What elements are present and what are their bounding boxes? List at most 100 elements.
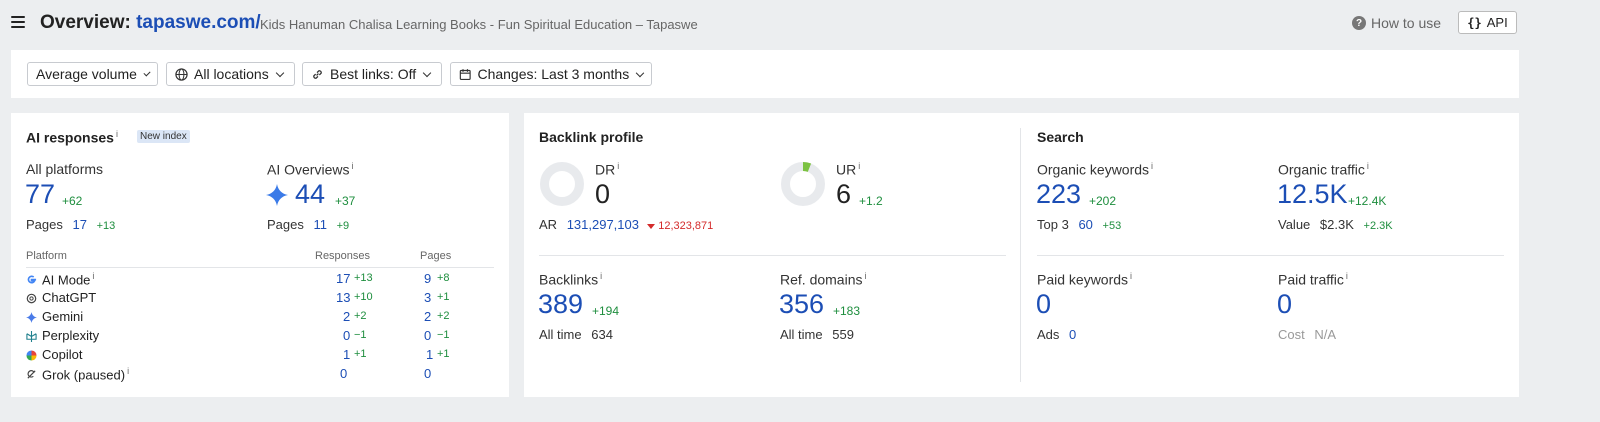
responses-value[interactable]: 13: [336, 290, 351, 305]
info-icon[interactable]: i: [1130, 271, 1133, 281]
menu-icon[interactable]: [11, 16, 25, 28]
paid-traffic-label: Paid traffic i: [1278, 271, 1348, 288]
table-row: ChatGPT 13 +10 3 +1: [26, 290, 494, 309]
pages-label: Pages: [267, 217, 304, 232]
ai-overviews-label-text: AI Overviews: [267, 161, 350, 178]
responses-value[interactable]: 2: [343, 309, 351, 324]
table-row: Grok (paused) i 0 0: [26, 366, 494, 385]
paid-traffic-value[interactable]: 0: [1277, 289, 1293, 319]
table-row: Copilot 1 +1 1 +1: [26, 347, 494, 366]
organic-keywords-value[interactable]: 223: [1036, 179, 1082, 209]
braces-icon: {}: [1467, 15, 1482, 30]
info-icon[interactable]: i: [1366, 161, 1369, 171]
ur-ring: [781, 162, 825, 206]
backlinks-delta: +194: [592, 304, 620, 318]
responses-value[interactable]: 1: [343, 347, 351, 362]
organic-keywords-delta: +202: [1089, 194, 1117, 208]
volume-dropdown[interactable]: Average volume: [27, 62, 158, 86]
link-icon: [313, 69, 322, 79]
pages-value[interactable]: 0: [424, 366, 432, 381]
calendar-icon: [459, 68, 471, 80]
all-platforms-pages: Pages 17 +13: [26, 217, 115, 232]
organic-traffic-value[interactable]: 12.5K: [1277, 179, 1348, 209]
all-platforms-value[interactable]: 77: [25, 179, 56, 209]
responses-delta: +1: [354, 348, 367, 360]
gemini-icon: [26, 312, 37, 323]
pages-value[interactable]: 11: [313, 217, 328, 232]
table-row: AI Mode i 17 +13 9 +8: [26, 271, 494, 290]
info-icon[interactable]: i: [864, 271, 867, 281]
chevron-down-icon: [143, 68, 151, 77]
chevron-down-icon: [422, 68, 432, 77]
all-time-value: 634: [591, 327, 613, 342]
ads-label: Ads: [1037, 327, 1060, 342]
grok-icon: [27, 370, 36, 379]
top3-value[interactable]: 60: [1078, 217, 1093, 232]
platform-name: Grok (paused) i: [42, 366, 129, 382]
ur-value: 6: [836, 179, 852, 209]
ai-overviews-pages: Pages 11 +9: [267, 217, 349, 232]
info-icon[interactable]: i: [1345, 271, 1348, 281]
chevron-down-icon: [275, 68, 284, 77]
responses-value[interactable]: 17: [336, 271, 351, 286]
platform-header: Platform: [26, 250, 67, 262]
how-to-use-link[interactable]: ? How to use: [1352, 15, 1441, 31]
ai-responses-title-text: AI responses: [26, 129, 114, 146]
ref-domains-label-text: Ref. domains: [780, 271, 863, 288]
info-icon[interactable]: i: [115, 129, 118, 139]
pages-value[interactable]: 1: [426, 347, 434, 362]
paid-keywords-value[interactable]: 0: [1036, 289, 1052, 319]
dr-value: 0: [595, 179, 611, 209]
pages-value[interactable]: 2: [424, 309, 432, 324]
platform-name: Perplexity: [42, 328, 100, 343]
responses-value[interactable]: 0: [340, 366, 348, 381]
backlinks-label-text: Backlinks: [539, 271, 599, 288]
pages-delta: +13: [96, 220, 116, 232]
best-links-dropdown[interactable]: Best links: Off: [302, 62, 442, 86]
locations-label: All locations: [194, 66, 269, 82]
cost-label: Cost: [1278, 327, 1305, 342]
ai-overviews-value[interactable]: 44: [295, 179, 326, 209]
all-time-value: 559: [832, 327, 854, 342]
changes-dropdown[interactable]: Changes: Last 3 months: [450, 62, 652, 86]
ar-value[interactable]: 131,297,103: [566, 217, 639, 232]
info-icon[interactable]: i: [600, 271, 603, 281]
pages-value[interactable]: 3: [424, 290, 432, 305]
domain-link[interactable]: tapaswe.com/: [136, 12, 261, 33]
responses-value[interactable]: 0: [343, 328, 351, 343]
pages-value[interactable]: 9: [424, 271, 432, 286]
top3-delta: +53: [1102, 220, 1122, 232]
volume-label: Average volume: [36, 66, 137, 82]
chevron-down-icon: [635, 68, 645, 77]
locations-dropdown[interactable]: All locations: [166, 62, 295, 86]
pages-value[interactable]: 0: [424, 328, 432, 343]
responses-header[interactable]: Responses: [315, 250, 371, 262]
ur-delta: +1.2: [859, 194, 883, 208]
ads-value[interactable]: 0: [1069, 327, 1077, 342]
info-icon[interactable]: i: [92, 271, 95, 281]
table-row: Perplexity 0 −1 0 −1: [26, 328, 494, 347]
platform-name-text: AI Mode: [42, 272, 91, 288]
info-icon[interactable]: i: [127, 366, 130, 376]
pages-value[interactable]: 17: [72, 217, 87, 232]
ai-overviews-label: AI Overviews i: [267, 161, 353, 178]
responses-delta: −1: [354, 329, 367, 341]
cost-row: Cost N/A: [1278, 327, 1336, 342]
value-amount: $2.3K: [1319, 217, 1354, 232]
perplexity-icon: [26, 331, 37, 342]
pages-header[interactable]: Pages: [420, 250, 452, 262]
table-row: Gemini 2 +2 2 +2: [26, 309, 494, 328]
info-icon[interactable]: i: [617, 161, 620, 171]
help-icon: ?: [1352, 16, 1366, 30]
info-icon[interactable]: i: [1151, 161, 1154, 171]
api-button[interactable]: {} API: [1458, 11, 1517, 34]
ur-label: UR i: [836, 161, 860, 178]
value-row: Value $2.3K +2.3K: [1278, 217, 1393, 232]
backlinks-value[interactable]: 389: [538, 289, 584, 319]
info-icon[interactable]: i: [858, 161, 861, 171]
info-icon[interactable]: i: [351, 161, 354, 171]
dr-label-text: DR: [595, 161, 616, 178]
backlinks-all-time: All time 634: [539, 327, 613, 342]
ref-domains-value[interactable]: 356: [779, 289, 825, 319]
cost-value: N/A: [1314, 327, 1337, 342]
